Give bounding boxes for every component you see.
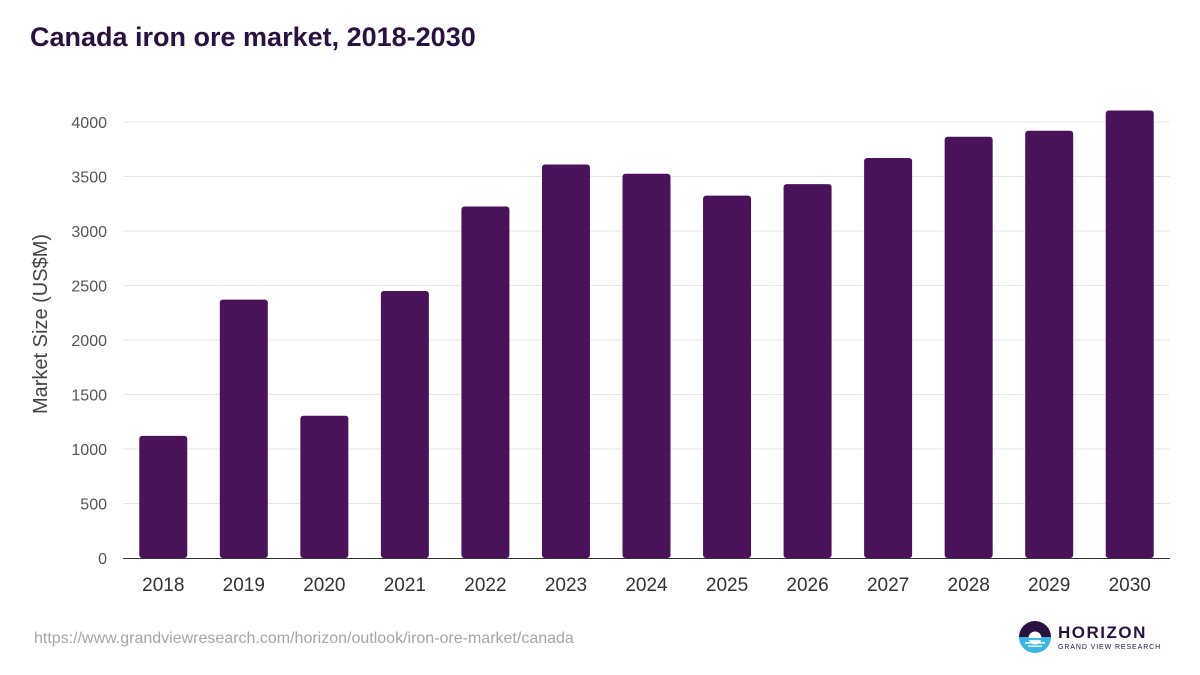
bar-2029 (1025, 130, 1074, 558)
x-tick-label: 2025 (706, 575, 748, 596)
bar-2028 (944, 136, 993, 558)
y-tick-label: 500 (80, 497, 107, 514)
x-tick-label: 2018 (142, 575, 184, 596)
y-tick-label: 0 (98, 551, 107, 568)
y-axis-title: Market Size (US$M) (30, 234, 52, 414)
logo-subtitle: GRAND VIEW RESEARCH (1058, 643, 1162, 651)
bar-2021 (380, 290, 429, 558)
bar-2022 (461, 206, 510, 558)
y-tick-label: 3000 (71, 224, 107, 241)
bar-2027 (864, 157, 913, 558)
bar-2024 (622, 173, 671, 558)
source-url: https://www.grandviewresearch.com/horizo… (34, 630, 574, 647)
bar-2030 (1105, 110, 1154, 559)
x-axis-ticks: 2018 2019 2020 2021 2022 2023 2024 2025 2026 2027… (142, 575, 1151, 596)
x-tick-label: 2020 (303, 575, 345, 596)
y-tick-label: 4000 (71, 115, 107, 132)
x-tick-label: 2029 (1028, 575, 1070, 596)
y-tick-label: 3500 (71, 170, 107, 187)
bar-2026 (783, 184, 832, 558)
logo-name: HORIZON (1058, 622, 1147, 642)
bar-2018 (139, 435, 188, 558)
bar-2019 (219, 299, 268, 558)
y-tick-label: 2000 (71, 333, 107, 350)
x-tick-label: 2022 (464, 575, 506, 596)
x-tick-label: 2024 (625, 575, 668, 596)
y-axis-ticks: 0 500 1000 1500 2000 2500 3000 3500 4000 (71, 115, 107, 568)
bars (139, 110, 1154, 559)
chart-title: Canada iron ore market, 2018-2030 (30, 22, 476, 52)
x-tick-label: 2026 (786, 575, 828, 596)
x-tick-label: 2027 (867, 575, 909, 596)
x-tick-label: 2021 (384, 575, 426, 596)
y-tick-label: 1500 (71, 388, 107, 405)
y-tick-label: 1000 (71, 442, 107, 459)
bar-2020 (300, 415, 349, 558)
x-tick-label: 2028 (948, 575, 990, 596)
x-tick-label: 2023 (545, 575, 587, 596)
horizon-logo-icon (1019, 621, 1051, 653)
horizon-logo: HORIZON GRAND VIEW RESEARCH (1018, 620, 1161, 654)
bar-2025 (703, 195, 752, 558)
bar-2023 (541, 164, 590, 558)
x-tick-label: 2019 (223, 575, 265, 596)
y-tick-label: 2500 (71, 279, 107, 296)
x-tick-label: 2030 (1109, 575, 1151, 596)
